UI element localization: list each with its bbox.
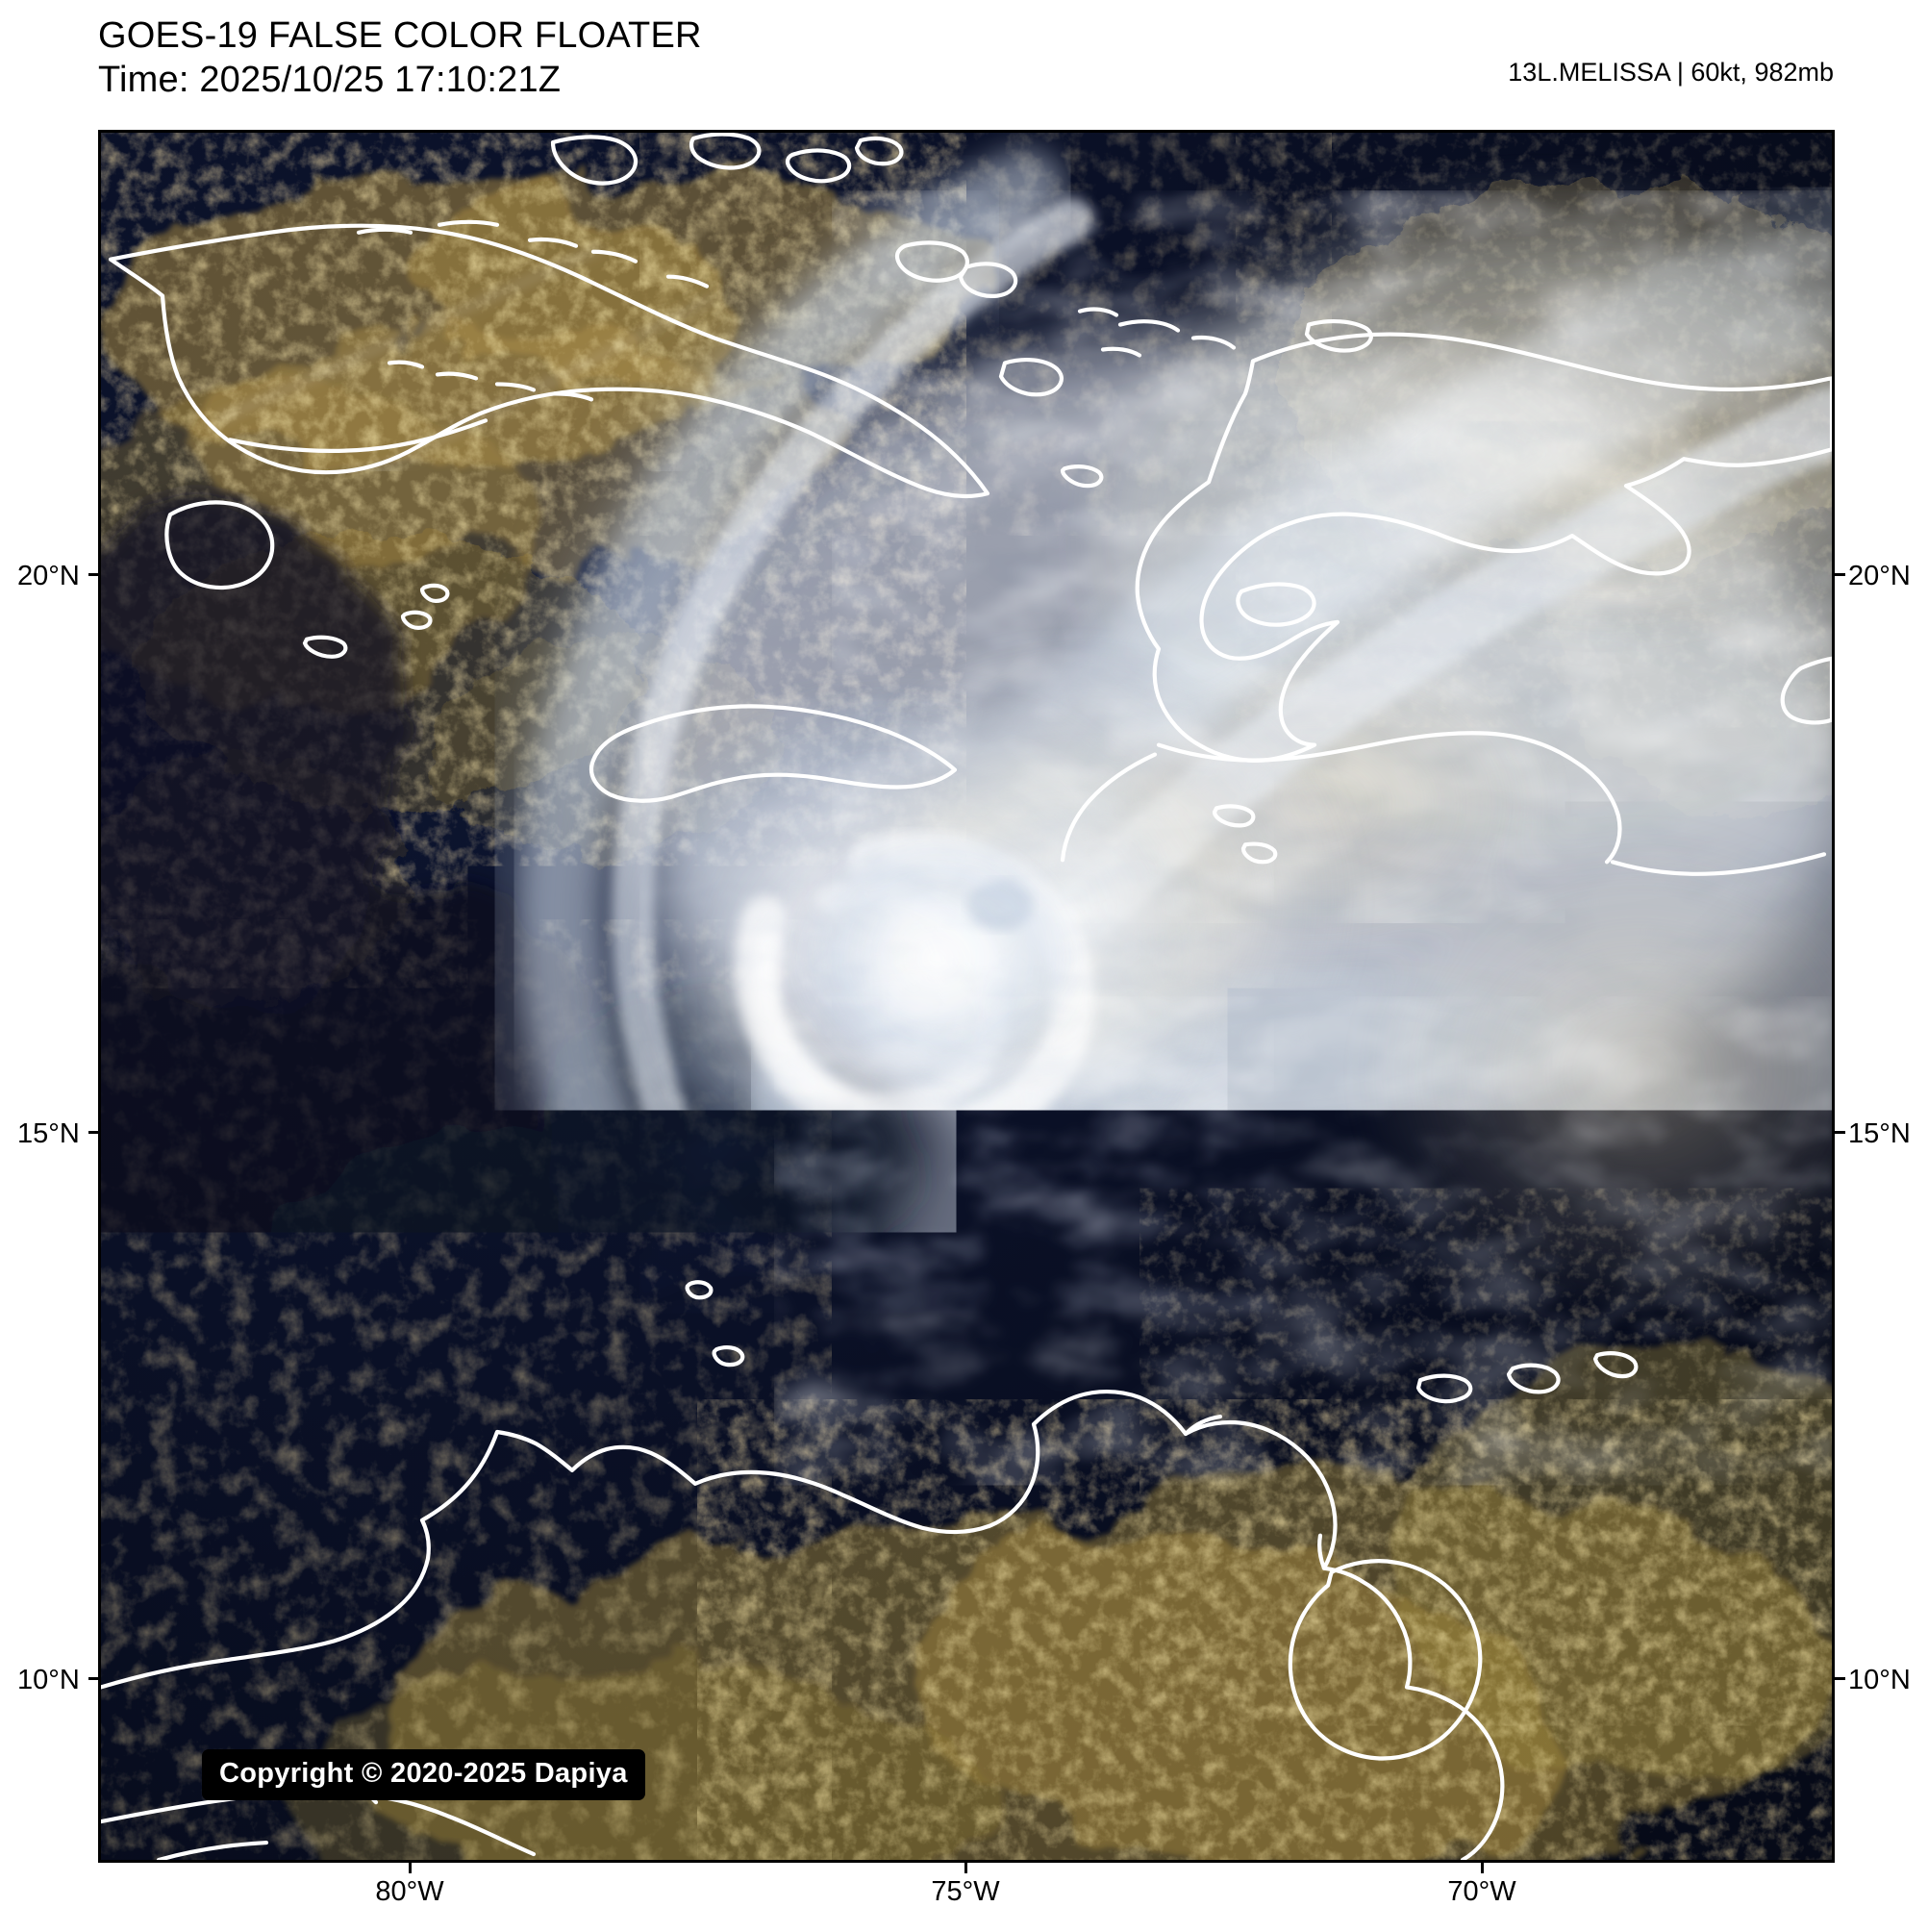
- lat-label-right-15n: 15°N: [1848, 1118, 1911, 1150]
- lat-label-left-20n: 20°N: [17, 561, 80, 592]
- lat-label-left-15n: 15°N: [17, 1118, 80, 1150]
- tick-lat-left-15n: [88, 1131, 99, 1134]
- satellite-image-plot[interactable]: Copyright © 2020-2025 Dapiya: [98, 130, 1835, 1863]
- tick-lon-70w: [1481, 1863, 1484, 1873]
- satellite-imagery: [101, 133, 1832, 1860]
- tick-lat-right-15n: [1835, 1131, 1845, 1134]
- lat-label-left-10n: 10°N: [17, 1665, 80, 1696]
- lon-label-80w: 80°W: [375, 1876, 443, 1908]
- tick-lat-left-10n: [88, 1677, 99, 1680]
- lon-label-70w: 70°W: [1447, 1876, 1515, 1908]
- storm-info-label: 13L.MELISSA | 60kt, 982mb: [1508, 58, 1834, 88]
- tick-lat-left-20n: [88, 573, 99, 576]
- tick-lat-right-20n: [1835, 573, 1845, 576]
- tick-lon-75w: [964, 1863, 967, 1873]
- timestamp-label: Time: 2025/10/25 17:10:21Z: [98, 58, 702, 102]
- copyright-banner: Copyright © 2020-2025 Dapiya: [202, 1749, 645, 1800]
- tick-lat-right-10n: [1835, 1677, 1845, 1680]
- lat-label-right-20n: 20°N: [1848, 561, 1911, 592]
- tick-lon-80w: [409, 1863, 412, 1873]
- header-title-block: GOES-19 FALSE COLOR FLOATER Time: 2025/1…: [98, 13, 702, 102]
- lon-label-75w: 75°W: [931, 1876, 999, 1908]
- page-title: GOES-19 FALSE COLOR FLOATER: [98, 13, 702, 58]
- lat-label-right-10n: 10°N: [1848, 1665, 1911, 1696]
